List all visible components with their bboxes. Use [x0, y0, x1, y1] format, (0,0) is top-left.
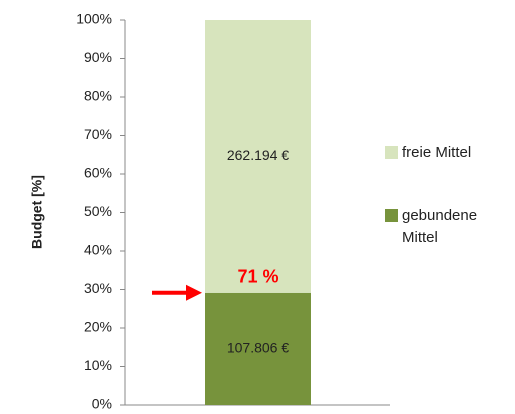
legend-entry: gebundene Mittel [385, 205, 510, 255]
bar-segment [205, 292, 311, 405]
y-axis-label: Budget [%] [29, 175, 45, 249]
y-tick-label: 40% [84, 242, 112, 258]
y-tick-label: 100% [76, 11, 112, 27]
y-tick-label: 80% [84, 88, 112, 104]
legend-swatch [385, 209, 398, 222]
legend-entry: freie Mittel [385, 142, 510, 192]
y-tick-label: 50% [84, 203, 112, 219]
y-tick-label: 70% [84, 126, 112, 142]
y-tick-label: 20% [84, 319, 112, 335]
legend-label: gebundene Mittel [402, 207, 478, 246]
legend-label: freie Mittel [402, 144, 472, 161]
y-tick-label: 60% [84, 165, 112, 181]
y-tick-label: 30% [84, 280, 112, 296]
y-tick-label: 90% [84, 49, 112, 65]
value-label: 262.194 € [227, 147, 289, 163]
y-tick-label: 10% [84, 357, 112, 373]
y-tick-label: 0% [92, 396, 112, 412]
legend-swatch [385, 146, 398, 159]
bar-segment [205, 20, 311, 293]
annotation: 71 % [237, 267, 278, 287]
value-label: 107.806 € [227, 340, 289, 356]
arrow-head [186, 284, 202, 301]
